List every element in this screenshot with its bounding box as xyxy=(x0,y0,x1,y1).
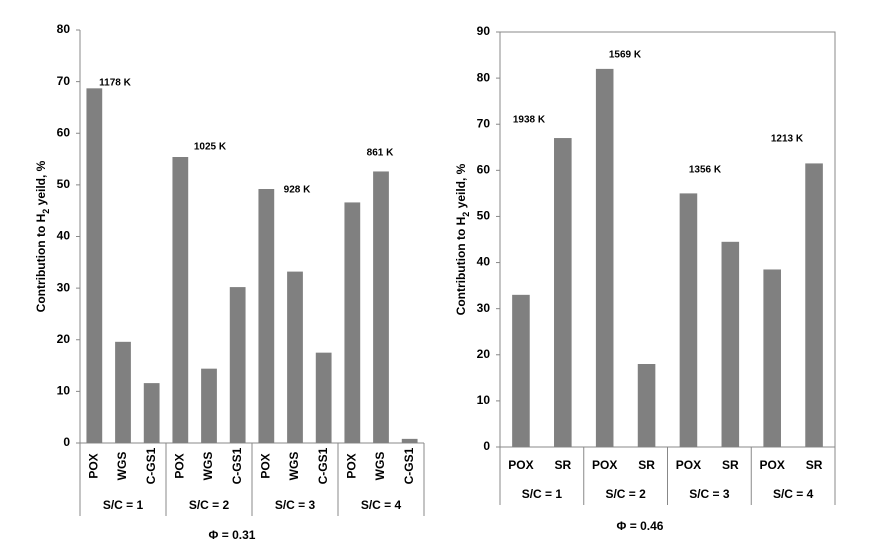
category-label: C-GS1 xyxy=(144,447,158,484)
y-axis-label-part: Contribution to H xyxy=(454,217,468,316)
annotation: 1569 K xyxy=(609,50,642,61)
bar xyxy=(637,364,656,447)
y-axis-label-part: 2 xyxy=(41,209,51,214)
bar xyxy=(554,138,572,448)
category-label: SR xyxy=(554,458,571,472)
y-tick-label: 10 xyxy=(57,384,71,398)
bar xyxy=(143,383,160,443)
y-tick-label: 80 xyxy=(477,70,491,84)
group-label: S/C = 3 xyxy=(275,498,316,512)
category-label: POX xyxy=(676,458,701,472)
bar xyxy=(315,352,332,443)
category-label: SR xyxy=(806,458,823,472)
y-axis-label-part: yeild, % xyxy=(34,160,48,208)
category-label: WGS xyxy=(115,452,129,481)
plot-frame xyxy=(499,31,836,448)
group-label: S/C = 1 xyxy=(522,487,563,501)
group-label: S/C = 4 xyxy=(773,487,814,501)
x-axis-label: Φ = 0.31 xyxy=(209,528,256,542)
bar xyxy=(805,163,823,447)
category-label: SR xyxy=(722,458,739,472)
y-tick-label: 60 xyxy=(57,125,71,139)
y-tick-label: 20 xyxy=(477,347,491,361)
y-tick-label: 0 xyxy=(483,439,490,453)
annotation: 1356 K xyxy=(689,165,722,176)
annotation: 861 K xyxy=(367,148,394,159)
category-label: POX xyxy=(592,458,617,472)
category-label: POX xyxy=(508,458,533,472)
category-label: POX xyxy=(760,458,785,472)
y-tick-label: 0 xyxy=(63,435,70,449)
y-tick-label: 40 xyxy=(57,229,71,243)
category-label: C-GS1 xyxy=(316,447,330,484)
y-tick-label: 10 xyxy=(477,393,491,407)
bar xyxy=(763,269,781,447)
bar xyxy=(344,202,361,443)
category-label: POX xyxy=(173,453,187,478)
bar xyxy=(172,156,189,443)
y-tick-label: 50 xyxy=(477,209,491,223)
bar xyxy=(512,294,530,447)
chart: 0 10 20 30 40 50 60 70 80 90 POX SR POX SR POX SR POX SR S… xyxy=(454,24,836,533)
y-axis-label: Contribution to H2 yeild, % xyxy=(454,163,471,315)
category-label: WGS xyxy=(373,452,387,481)
chart: 0 10 20 30 40 50 60 70 80 POX WGS C-GS1 POX WGS C-GS1 P… xyxy=(34,22,425,542)
bar xyxy=(595,68,614,447)
bar xyxy=(115,341,131,443)
y-tick-label: 30 xyxy=(57,280,71,294)
group-label: S/C = 3 xyxy=(689,487,730,501)
x-axis-label: Φ = 0.46 xyxy=(617,519,664,533)
y-tick-label: 80 xyxy=(57,22,71,36)
y-tick-label: 90 xyxy=(477,24,491,38)
annotation: 1025 K xyxy=(194,142,227,153)
category-label: POX xyxy=(345,453,359,478)
category-label: POX xyxy=(259,453,273,478)
bar xyxy=(401,438,418,443)
annotation: 928 K xyxy=(284,185,311,196)
annotation: 1178 K xyxy=(99,78,131,89)
bar xyxy=(258,189,275,443)
y-axis-label: Contribution to H2 yeild, % xyxy=(34,160,51,312)
y-tick-label: 50 xyxy=(57,177,71,191)
bar xyxy=(201,368,217,443)
bar xyxy=(373,171,389,443)
annotation: 1938 K xyxy=(513,115,546,126)
category-label: C-GS1 xyxy=(230,447,244,484)
bar xyxy=(86,88,103,444)
y-tick-label: 30 xyxy=(477,301,491,315)
category-label: POX xyxy=(87,453,101,478)
group-label: S/C = 2 xyxy=(189,498,230,512)
y-tick-label: 40 xyxy=(477,255,491,269)
y-tick-label: 60 xyxy=(477,163,491,177)
y-tick-label: 20 xyxy=(57,332,71,346)
bar xyxy=(679,193,698,447)
annotation: 1213 K xyxy=(771,134,804,145)
group-label: S/C = 2 xyxy=(605,487,646,501)
bar xyxy=(229,287,246,443)
category-label: WGS xyxy=(287,452,301,481)
category-label: C-GS1 xyxy=(402,447,416,484)
group-label: S/C = 1 xyxy=(103,498,144,512)
group-label: S/C = 4 xyxy=(361,498,402,512)
bar xyxy=(721,241,740,447)
y-tick-label: 70 xyxy=(57,74,71,88)
y-axis-label-part: Contribution to H xyxy=(34,214,48,313)
y-axis-label-part: 2 xyxy=(461,212,471,217)
y-tick-label: 70 xyxy=(477,116,491,130)
category-label: SR xyxy=(638,458,655,472)
bar xyxy=(287,271,303,443)
y-axis-label-part: yeild, % xyxy=(454,163,468,211)
category-label: WGS xyxy=(201,452,215,481)
